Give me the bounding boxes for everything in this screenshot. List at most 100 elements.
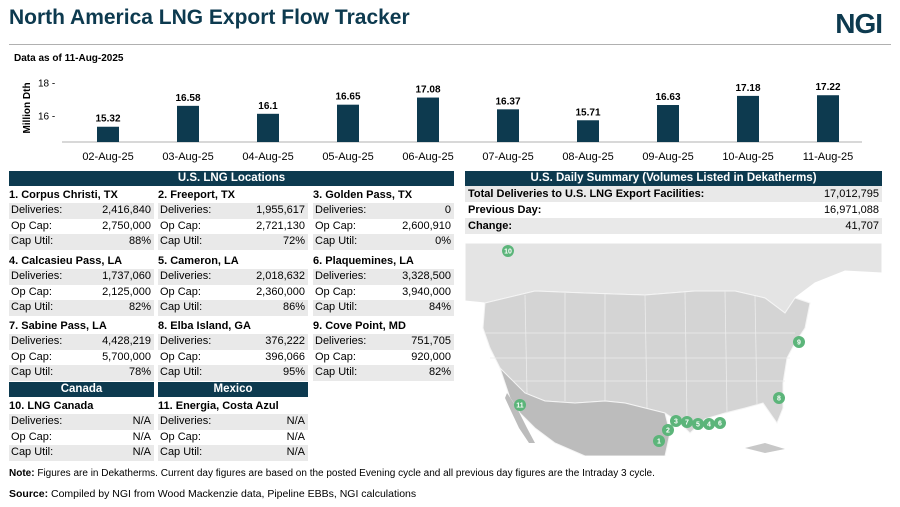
previous-day-row: Previous Day: 16,971,088 [465,202,882,218]
location-name: 10. LNG Canada [9,400,94,412]
deliveries-row: Deliveries: 1,737,060 [9,269,154,285]
bar [737,95,759,142]
x-tick-label: 10-Aug-25 [722,151,773,163]
location-card: 6. Plaquemines, LA Deliveries: 3,328,500 Op… [313,253,454,316]
cap-util-value: 72% [282,235,305,247]
svg-text:10: 10 [504,249,512,256]
op-cap-value: 2,600,910 [402,219,451,232]
map-marker-4: 4 [703,418,715,430]
cap-util-label: Cap Util: [315,366,358,378]
map-marker-10: 10 [502,245,514,257]
data-label: 17.18 [735,83,760,94]
deliveries-value: 2,416,840 [102,204,151,216]
location-card: 8. Elba Island, GA Deliveries: 376,222 Op C… [158,318,308,381]
svg-text:2: 2 [666,428,670,435]
deliveries-row: Deliveries: 0 [313,203,454,219]
bar [577,120,599,142]
cap-util-value: 88% [128,235,151,247]
ngi-logo: NGI [835,8,883,39]
bar [497,109,519,142]
cap-util-value: 78% [128,366,151,378]
footnote: Note: Figures are in Dekatherms. Current… [9,468,655,479]
location-card: 7. Sabine Pass, LA Deliveries: 4,428,219 Op… [9,318,154,381]
data-label: 15.32 [95,114,120,125]
map-marker-8: 8 [773,392,785,404]
x-tick-label: 11-Aug-25 [803,151,854,163]
total-deliveries-value: 17,012,795 [823,188,879,200]
canada-panel: Canada [9,382,154,397]
data-label: 15.71 [575,107,600,118]
cap-util-value: 95% [282,366,305,378]
bar-chart: Million Dth 18 - 16 - 15.32 02-Aug-25 16.58 03… [22,78,862,163]
cap-util-row: Cap Util: 82% [313,365,454,381]
cap-util-row: Cap Util: 72% [158,234,308,250]
op-cap-row: Op Cap: N/A [9,430,154,446]
deliveries-row: Deliveries: N/A [158,414,308,430]
deliveries-value: 2,018,632 [256,270,305,282]
deliveries-value: 1,955,617 [256,204,305,216]
source-line: Source: Compiled by NGI from Wood Macken… [9,488,416,500]
op-cap-label: Op Cap: [160,285,201,298]
svg-text:8: 8 [777,396,781,403]
op-cap-row: Op Cap: 3,940,000 [313,285,454,301]
deliveries-row: Deliveries: 2,018,632 [158,269,308,285]
bar [817,95,839,142]
header-divider [9,44,891,45]
deliveries-value: 4,428,219 [102,335,151,347]
location-name: 9. Cove Point, MD [313,320,406,332]
deliveries-label: Deliveries: [315,270,367,282]
op-cap-value: 2,125,000 [102,285,151,298]
canada-banner: Canada [9,382,154,397]
svg-text:7: 7 [685,420,689,427]
deliveries-row: Deliveries: N/A [9,414,154,430]
cap-util-label: Cap Util: [160,235,203,247]
svg-text:4: 4 [707,422,711,429]
mexico-panel: Mexico [158,382,308,397]
cap-util-value: 84% [428,301,451,313]
op-cap-row: Op Cap: N/A [158,430,308,446]
location-name: 2. Freeport, TX [158,189,236,201]
as-of-date: Data as of 11-Aug-2025 [14,53,124,64]
location-card: 5. Cameron, LA Deliveries: 2,018,632 Op Cap… [158,253,308,316]
cap-util-row: Cap Util: 0% [313,234,454,250]
x-tick-label: 03-Aug-25 [162,151,213,163]
deliveries-label: Deliveries: [160,204,212,216]
map-marker-6: 6 [714,417,726,429]
lng-map: 10 11 9 8 1 2 3 7 5 4 6 [465,243,882,456]
deliveries-label: Deliveries: [160,415,212,427]
data-label: 17.08 [415,85,440,96]
north-america-map: 10 11 9 8 1 2 3 7 5 4 6 [465,243,882,456]
map-marker-9: 9 [793,336,805,348]
cap-util-row: Cap Util: 86% [158,300,308,316]
change-label: Change: [468,220,512,232]
data-label: 17.22 [815,82,840,93]
location-card: 9. Cove Point, MD Deliveries: 751,705 Op Ca… [313,318,454,381]
location-name: 8. Elba Island, GA [158,320,251,332]
cap-util-row: Cap Util: 78% [9,365,154,381]
op-cap-label: Op Cap: [11,350,52,363]
svg-text:3: 3 [674,419,678,426]
us-locations-banner: U.S. LNG Locations [9,171,454,186]
data-label: 16.1 [258,101,278,112]
total-deliveries-label: Total Deliveries to U.S. LNG Export Faci… [468,188,705,200]
y-tick-label: 18 - [38,78,55,89]
cap-util-label: Cap Util: [11,366,54,378]
total-deliveries-row: Total Deliveries to U.S. LNG Export Faci… [465,186,882,202]
data-label: 16.63 [655,92,680,103]
deliveries-value: 1,737,060 [102,270,151,282]
cap-util-label: Cap Util: [11,301,54,313]
op-cap-row: Op Cap: 920,000 [313,350,454,366]
op-cap-row: Op Cap: 396,066 [158,350,308,366]
cap-util-label: Cap Util: [160,301,203,313]
cap-util-label: Cap Util: [315,301,358,313]
bar [337,104,359,142]
location-name: 5. Cameron, LA [158,255,239,267]
cap-util-row: Cap Util: 84% [313,300,454,316]
deliveries-label: Deliveries: [11,270,63,282]
deliveries-row: Deliveries: 376,222 [158,334,308,350]
op-cap-label: Op Cap: [11,430,52,443]
x-tick-label: 05-Aug-25 [322,151,373,163]
op-cap-row: Op Cap: 2,360,000 [158,285,308,301]
bar [257,113,279,142]
data-label: 16.65 [335,92,360,103]
